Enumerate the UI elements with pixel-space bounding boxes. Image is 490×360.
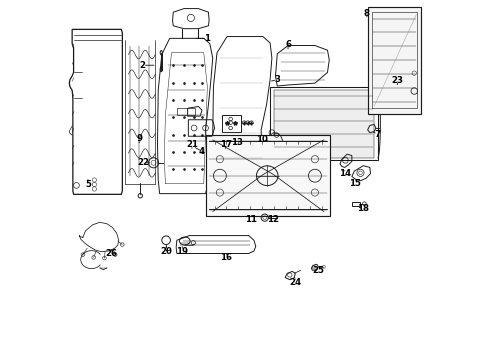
Text: 4: 4 — [199, 147, 205, 156]
Text: 11: 11 — [245, 215, 257, 224]
Text: 17: 17 — [220, 140, 232, 149]
Text: 18: 18 — [357, 204, 369, 213]
Text: 13: 13 — [231, 138, 243, 147]
Text: 22: 22 — [138, 158, 150, 167]
Text: 1: 1 — [204, 34, 210, 43]
Text: 19: 19 — [176, 247, 188, 256]
Text: 9: 9 — [136, 134, 142, 143]
Polygon shape — [274, 90, 374, 158]
Text: 15: 15 — [349, 179, 362, 188]
Text: 5: 5 — [85, 180, 91, 189]
Text: 10: 10 — [256, 135, 268, 144]
Text: 2: 2 — [140, 61, 146, 70]
Text: 26: 26 — [106, 249, 118, 258]
Text: 20: 20 — [160, 247, 172, 256]
Text: 6: 6 — [285, 40, 291, 49]
Bar — [205, 135, 330, 216]
Text: 14: 14 — [339, 169, 351, 178]
Text: 16: 16 — [220, 253, 232, 262]
Text: 3: 3 — [274, 75, 280, 84]
Text: 21: 21 — [186, 140, 198, 149]
Text: 7: 7 — [375, 130, 381, 139]
Bar — [368, 7, 421, 114]
Text: 25: 25 — [313, 266, 324, 275]
Text: 24: 24 — [289, 278, 301, 287]
Text: 8: 8 — [364, 9, 370, 18]
Text: 12: 12 — [267, 215, 279, 224]
Text: 23: 23 — [392, 76, 403, 85]
